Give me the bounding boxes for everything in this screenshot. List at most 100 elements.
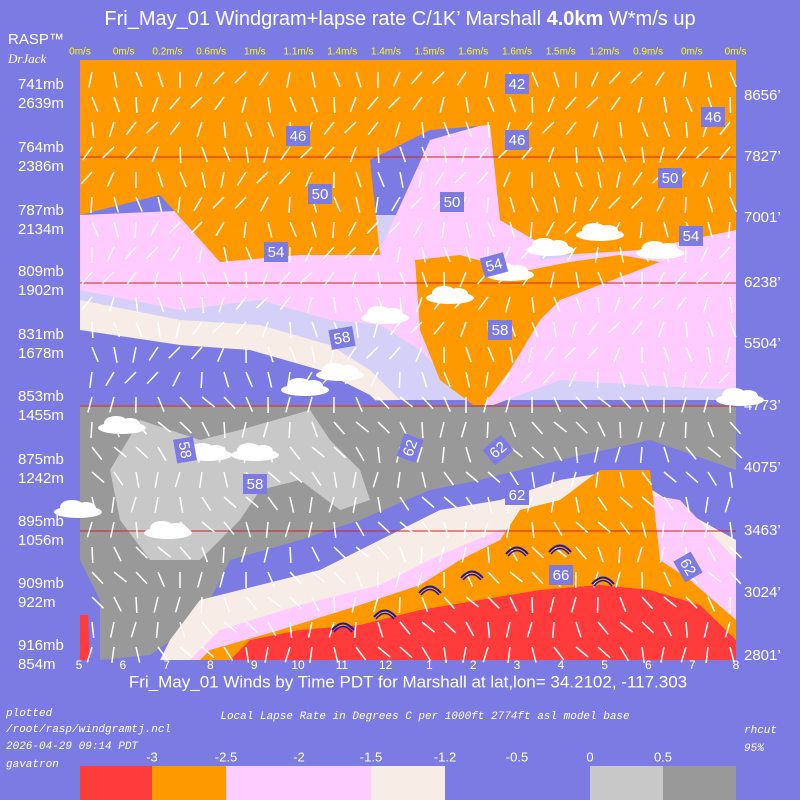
- barb: [531, 646, 537, 663]
- barb: [572, 196, 577, 213]
- barb: [575, 621, 582, 638]
- barb: [596, 371, 599, 389]
- thermal-arc: [375, 612, 395, 620]
- barb: [399, 646, 413, 659]
- contour-label-box: [658, 168, 682, 188]
- barb: [263, 146, 269, 163]
- barb: [113, 196, 120, 213]
- barb: [311, 71, 316, 88]
- barb: [289, 321, 292, 339]
- barb: [575, 546, 587, 560]
- x-tick-label: 1: [426, 658, 433, 672]
- barb: [438, 546, 445, 563]
- barb: [108, 121, 115, 138]
- barb: [614, 446, 621, 463]
- barb: [241, 421, 247, 438]
- barb: [113, 96, 121, 113]
- barb: [663, 596, 677, 608]
- barb: [289, 446, 301, 460]
- height-label: 2386m: [18, 158, 64, 175]
- barb: [216, 346, 225, 362]
- barb: [675, 296, 687, 311]
- barb: [304, 246, 313, 262]
- barb: [223, 521, 235, 535]
- barb: [366, 346, 379, 359]
- barb: [108, 296, 115, 313]
- wind-speed: 1.5m/s: [415, 47, 445, 58]
- contour-label: 50: [658, 168, 682, 188]
- barb: [168, 221, 181, 235]
- barb: [547, 146, 555, 163]
- barb: [256, 171, 269, 184]
- barb: [575, 146, 578, 164]
- legend-tick: 0.5: [654, 749, 672, 764]
- barb: [223, 596, 231, 613]
- barb: [323, 121, 335, 136]
- contour-label: 58: [243, 474, 267, 494]
- height-label: 2134m: [18, 221, 64, 238]
- barb: [416, 296, 423, 313]
- barb: [619, 371, 626, 388]
- barb: [311, 471, 322, 486]
- height-label: 1678m: [18, 345, 64, 362]
- barb: [157, 421, 171, 433]
- barb: [707, 596, 716, 612]
- barb: [639, 221, 643, 238]
- barb: [462, 646, 467, 663]
- barb: [132, 346, 137, 363]
- barb: [179, 421, 193, 434]
- rhcut: rhcut: [744, 725, 777, 737]
- barb: [151, 96, 159, 113]
- barb: [531, 446, 545, 459]
- pressure-label: 909mb: [18, 575, 64, 592]
- contour-label: 58: [173, 436, 197, 464]
- barb: [615, 571, 621, 588]
- barb: [421, 596, 429, 613]
- cloud: [738, 390, 758, 402]
- barb: [463, 521, 467, 538]
- thermal-arc: [593, 579, 613, 587]
- contour-label: 62: [396, 433, 424, 463]
- contour-label: 46: [505, 130, 529, 150]
- x-tick-label: 4: [557, 658, 564, 672]
- barb: [521, 146, 533, 160]
- barb: [421, 421, 424, 439]
- x-tick-label: 2: [470, 658, 477, 672]
- contour-label-text: 46: [705, 109, 722, 126]
- barb: [542, 121, 555, 134]
- barb: [109, 396, 115, 413]
- barb: [190, 346, 203, 360]
- barb: [135, 96, 138, 114]
- barb: [684, 246, 687, 264]
- barb: [531, 96, 534, 114]
- barb: [201, 421, 210, 437]
- barb: [130, 496, 137, 513]
- thermal-arc: [331, 622, 355, 631]
- barb: [619, 521, 631, 536]
- barb: [81, 271, 93, 285]
- barb: [289, 96, 297, 113]
- barb: [663, 371, 669, 388]
- barb: [724, 496, 731, 513]
- barb: [465, 571, 474, 587]
- barb: [102, 271, 115, 284]
- barb: [658, 321, 665, 338]
- barb: [619, 596, 627, 613]
- barb: [704, 521, 709, 538]
- barb: [553, 296, 561, 313]
- barb: [575, 521, 589, 534]
- barb: [245, 396, 254, 412]
- barb: [703, 396, 709, 413]
- barb: [151, 146, 159, 163]
- barb: [135, 446, 149, 459]
- height-label: 1056m: [18, 532, 64, 549]
- barb: [459, 321, 467, 338]
- cloud: [303, 380, 323, 392]
- barb: [433, 321, 445, 335]
- barb: [631, 321, 643, 335]
- barb: [333, 446, 347, 459]
- barb: [486, 421, 489, 439]
- barb: [454, 171, 467, 184]
- barb: [477, 296, 489, 311]
- barb: [355, 171, 362, 188]
